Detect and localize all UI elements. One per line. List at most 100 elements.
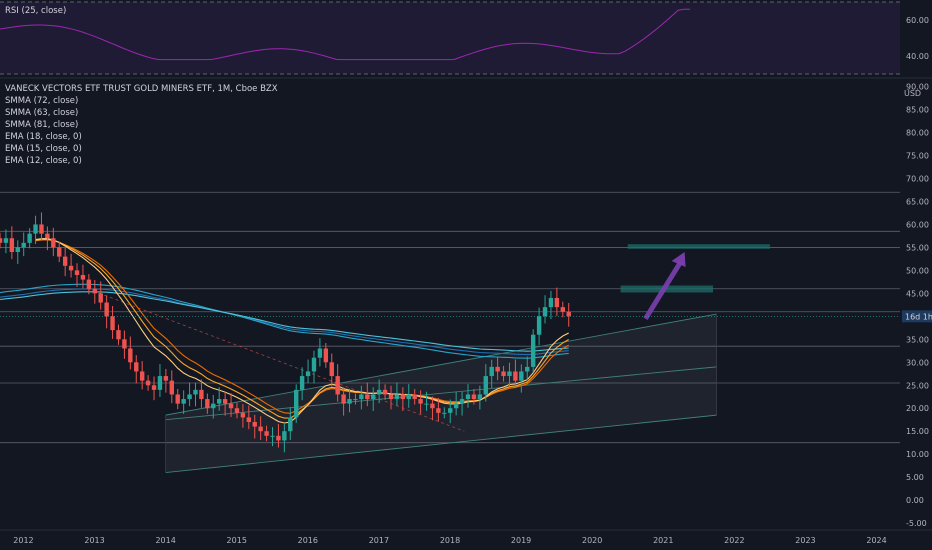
y-tick-label: 55.00 — [906, 243, 929, 252]
candle-body — [62, 256, 68, 266]
candle-body — [211, 403, 216, 409]
candle-body — [264, 431, 269, 436]
candle-body — [15, 247, 20, 253]
candle-body — [9, 238, 15, 253]
candle-body — [128, 348, 133, 363]
candle-body — [542, 307, 548, 317]
candle-body — [566, 311, 571, 317]
candle-body — [51, 238, 56, 248]
candle-body — [151, 385, 157, 390]
candle-body — [234, 408, 240, 413]
target-zone — [627, 244, 770, 249]
candle-body — [187, 394, 192, 400]
candle-body — [513, 371, 518, 381]
candle-body — [134, 362, 139, 372]
candle-body — [246, 417, 252, 423]
candle-body — [33, 224, 38, 234]
y-tick-label: 65.00 — [906, 197, 929, 206]
x-tick-label: 2014 — [155, 536, 175, 545]
y-tick-label: 5.00 — [906, 473, 924, 482]
smma-63-line — [0, 283, 569, 359]
y-tick-label: 25.00 — [906, 381, 929, 390]
candle-body — [442, 412, 447, 414]
candle-body — [270, 435, 275, 437]
candle-body — [430, 403, 435, 409]
x-tick-label: 2022 — [724, 536, 744, 545]
candle-body — [317, 348, 323, 358]
candle-body — [501, 371, 506, 377]
candle-body — [86, 279, 92, 289]
candle-body — [459, 399, 465, 404]
candle-body — [448, 408, 453, 413]
symbol-title: VANECK VECTORS ETF TRUST GOLD MINERS ETF… — [5, 84, 278, 94]
candle-body — [228, 403, 234, 409]
candle-body — [205, 399, 210, 409]
y-tick-label: 15.00 — [906, 427, 929, 436]
channel-bottom-line — [165, 414, 717, 474]
y-tick-label: 80.00 — [906, 129, 929, 138]
y-tick-label: 70.00 — [906, 174, 929, 183]
candle-body — [157, 376, 163, 390]
candle-body — [92, 288, 97, 294]
candle-body — [400, 394, 406, 400]
candle-body — [495, 366, 500, 372]
candle-body — [0, 238, 3, 243]
candle-body — [74, 270, 80, 275]
y-tick-label: 45.00 — [906, 289, 929, 298]
candle-body — [276, 435, 281, 441]
rsi-band — [0, 2, 900, 74]
rsi-line — [0, 8, 690, 61]
candle-body — [483, 376, 488, 395]
x-tick-label: 2018 — [440, 536, 460, 545]
x-tick-label: 2023 — [795, 536, 815, 545]
candle-body — [222, 399, 228, 404]
y-tick-label: 85.00 — [906, 106, 929, 115]
candle-body — [341, 394, 346, 404]
candle-body — [376, 389, 382, 395]
candle-body — [554, 297, 560, 308]
y-tick-label: 30.00 — [906, 358, 929, 367]
candle-body — [477, 394, 483, 400]
candle-body — [27, 233, 32, 243]
candle-body — [406, 394, 411, 400]
candle-body — [68, 265, 74, 271]
candle-body — [288, 417, 293, 432]
candle-body — [530, 334, 536, 367]
candle-body — [98, 293, 103, 303]
candle-body — [305, 371, 311, 377]
channel-mid-line — [165, 366, 717, 421]
candle-body — [335, 376, 340, 395]
y-tick-label: 60.00 — [906, 220, 929, 229]
projection-arrow-shaft — [643, 260, 683, 320]
x-tick-label: 2020 — [582, 536, 602, 545]
indicator-smma-72: SMMA (72, close) — [5, 96, 79, 106]
dashed-trendline — [87, 288, 465, 432]
candle-body — [252, 422, 257, 427]
x-tick-label: 2012 — [13, 536, 33, 545]
candle-body — [353, 399, 358, 401]
candle-body — [3, 238, 9, 243]
y-tick-label: 90.00 — [906, 83, 929, 92]
candle-body — [139, 371, 145, 381]
candle-body — [418, 399, 423, 404]
rsi-tick-label: 60.00 — [906, 16, 929, 25]
rsi-legend: RSI (25, close) — [5, 6, 67, 16]
candle-body — [122, 339, 127, 349]
candle-body — [347, 399, 352, 404]
candle-body — [371, 394, 376, 400]
candle-body — [311, 357, 317, 372]
target-zone — [620, 285, 714, 293]
candle-body — [57, 247, 62, 257]
indicator-smma-81: SMMA (81, close) — [5, 120, 79, 130]
x-tick-label: 2024 — [866, 536, 886, 545]
x-tick-label: 2016 — [298, 536, 318, 545]
candle-body — [359, 394, 364, 400]
candle-body — [519, 371, 524, 381]
candle-body — [199, 389, 204, 400]
smma-72-line — [0, 288, 569, 356]
candle-body — [258, 426, 263, 432]
indicator-ema-18: EMA (18, close, 0) — [5, 132, 82, 142]
candle-body — [507, 371, 512, 377]
y-tick-label: 10.00 — [906, 450, 929, 459]
